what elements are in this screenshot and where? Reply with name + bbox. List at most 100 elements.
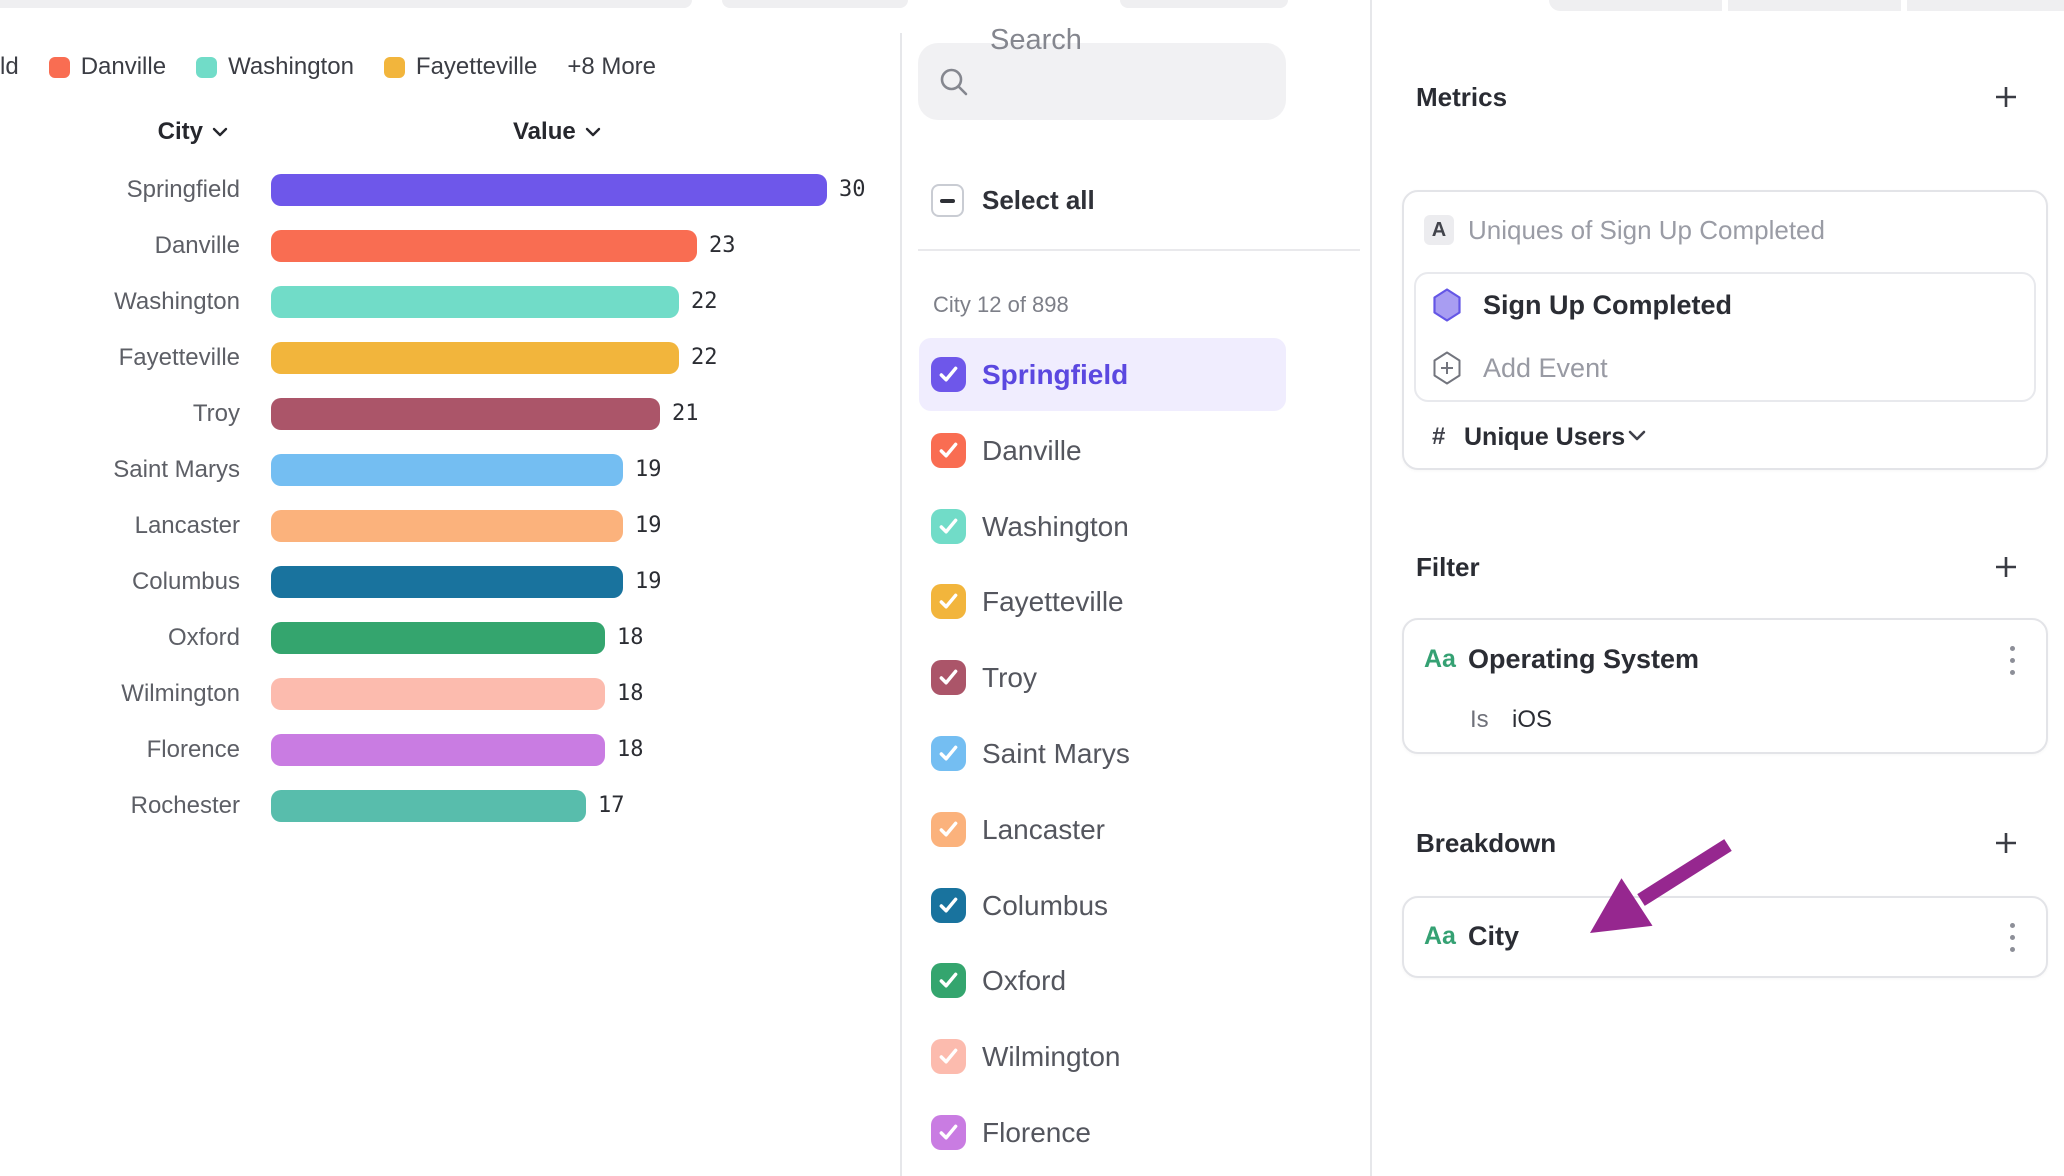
city-list-item[interactable]: Danville [906,413,1372,489]
legend-item-clipped[interactable]: ld [0,53,19,80]
column-header-value[interactable]: Value [513,116,601,148]
column-header-value-label: Value [513,118,576,145]
city-label: Troy [982,662,1037,694]
breakdown-card[interactable] [1402,896,2048,978]
bar-value-label: 19 [635,457,662,482]
city-list-item[interactable]: Oxford [906,943,1372,1019]
filter-heading: Filter [1416,552,1480,582]
bar[interactable] [271,174,827,206]
city-checkbox[interactable] [931,963,966,999]
event-name[interactable]: Sign Up Completed [1483,290,1732,320]
city-checkbox[interactable] [931,1039,966,1075]
city-checkbox[interactable] [931,736,966,771]
city-checkbox[interactable] [931,357,966,392]
column-header-city[interactable]: City [0,116,228,148]
filter-property-label[interactable]: Operating System [1468,644,1700,674]
column-header-city-label: City [157,118,203,145]
legend-item[interactable]: Washington [196,53,354,81]
chevron-down-icon [212,127,228,137]
city-list-item[interactable]: Troy [906,640,1372,716]
bar[interactable] [271,790,586,822]
top-tab-fragment [1120,0,1288,8]
filter-card[interactable] [1402,618,2048,754]
city-checkbox[interactable] [931,887,966,923]
panel-divider [900,33,902,1176]
city-list-item[interactable]: Springfield [906,337,1372,413]
city-label: Florence [982,1117,1091,1148]
segment-divider [1722,0,1728,11]
top-tab-fragment [722,0,908,8]
top-segmented-control-fragment[interactable] [1549,0,2064,11]
legend-item[interactable]: Danville [48,53,167,81]
bar[interactable] [271,510,623,542]
city-list-item[interactable]: Florence [906,1095,1372,1171]
chart-row: Oxford 18 [0,610,905,666]
city-checkbox[interactable] [931,1115,966,1150]
add-metric-button[interactable] [1993,84,2019,110]
list-divider [918,249,1360,251]
chart-row: Fayetteville 22 [0,330,905,386]
city-list-item[interactable]: Columbus [906,868,1372,944]
kebab-menu-icon[interactable] [2010,923,2016,952]
bar[interactable] [271,342,679,374]
city-list-item[interactable]: Wilmington [906,1019,1372,1095]
segment-divider [1901,0,1907,11]
bar-category-label: Troy [192,400,240,427]
city-checkbox[interactable] [931,508,966,544]
legend-swatch [383,56,405,78]
bar[interactable] [271,678,605,710]
city-checkbox[interactable] [931,811,966,847]
kebab-menu-icon[interactable] [2010,646,2016,675]
bar[interactable] [271,230,697,262]
bar-category-label: Fayetteville [118,344,240,371]
search-input[interactable] [988,22,1262,58]
event-hexagon-icon [1433,288,1461,322]
bar-category-label: Columbus [131,568,240,595]
chart-row: Danville 23 [0,218,905,274]
select-all-checkbox[interactable] [931,184,964,217]
city-list-item[interactable]: Fayetteville [906,564,1372,640]
legend-label: Fayetteville [415,53,538,80]
legend-swatch [196,56,218,78]
bar-value-label: 22 [691,345,718,370]
add-filter-button[interactable] [1993,554,2019,580]
add-event-hexagon-icon [1433,351,1461,385]
panel-divider [1370,0,1372,1176]
chart-row: Washington 22 [0,274,905,330]
bar-value-label: 18 [617,625,644,650]
city-list-item[interactable]: Washington [906,489,1372,565]
chevron-down-icon [1628,430,1646,441]
city-list-item[interactable]: Lancaster [906,792,1372,868]
city-checkbox[interactable] [931,660,966,696]
city-checkbox[interactable] [931,432,966,468]
city-checkbox[interactable] [931,584,966,620]
add-breakdown-button[interactable] [1993,830,2019,856]
select-all-label: Select all [982,185,1095,215]
filter-value[interactable]: iOS [1512,706,1553,733]
city-list-item[interactable]: Saint Marys [906,716,1372,792]
breakdown-property-label[interactable]: City [1468,921,1520,951]
city-label: Danville [982,434,1082,466]
measure-dropdown[interactable]: Unique Users [1464,423,1626,451]
city-count-label: City 12 of 898 [933,292,1069,317]
city-label: Oxford [982,965,1067,997]
event-card[interactable] [1414,272,2036,402]
city-label: Springfield [982,359,1129,390]
filter-operator[interactable]: Is [1470,706,1489,733]
bar[interactable] [271,286,679,318]
legend-item[interactable]: Fayetteville [383,53,538,81]
measure-hash-icon: # [1432,423,1446,450]
legend-label: Danville [80,53,167,80]
chart-row: Columbus 19 [0,554,905,610]
bar[interactable] [271,454,623,486]
bar[interactable] [271,622,605,654]
bar[interactable] [271,734,605,766]
bar[interactable] [271,398,660,430]
bar-value-label: 21 [672,401,699,426]
add-event-button[interactable]: Add Event [1483,353,1608,383]
legend-more-button[interactable]: +8 More [567,53,657,80]
chart-row: Saint Marys 19 [0,442,905,498]
bar[interactable] [271,566,623,598]
chart-row: Troy 21 [0,386,905,442]
